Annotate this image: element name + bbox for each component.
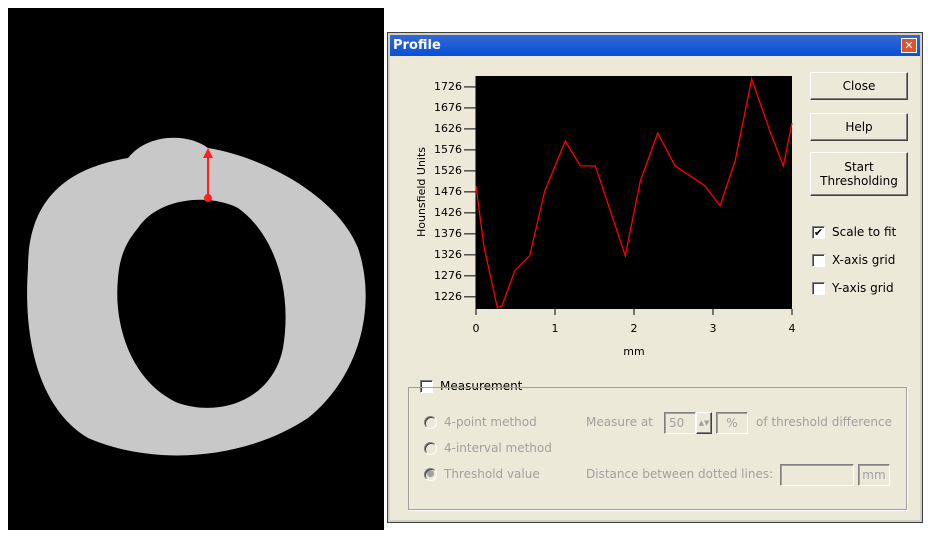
checkbox-label[interactable]: X-axis grid — [832, 252, 895, 268]
image-view — [8, 8, 384, 530]
checkbox[interactable] — [812, 254, 825, 267]
bone-image — [8, 8, 384, 530]
button[interactable]: Help — [810, 113, 908, 141]
checkbox-label[interactable]: Y-axis grid — [832, 280, 894, 296]
page: Profile ✕ Hounsfield Units mm 1226127613… — [0, 0, 928, 538]
button[interactable]: Close — [810, 72, 908, 100]
checkbox[interactable] — [812, 282, 825, 295]
arrow-start — [204, 194, 212, 202]
measurement-group — [408, 387, 907, 510]
checkbox[interactable]: ✔ — [812, 226, 825, 239]
button[interactable]: Start Thresholding — [810, 152, 908, 196]
checkbox-label[interactable]: Scale to fit — [832, 224, 896, 240]
